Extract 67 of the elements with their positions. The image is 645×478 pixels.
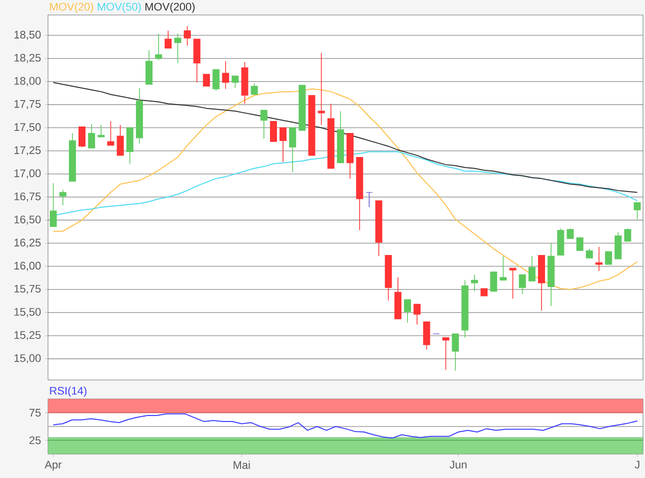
candlestick (586, 248, 593, 258)
candlestick (116, 124, 124, 156)
y-tick-label: 15,25 (14, 331, 41, 340)
text: RSI(14) (50, 386, 86, 397)
candlestick (471, 274, 478, 292)
candlestick (59, 189, 66, 206)
candlestick (318, 52, 325, 126)
candlestick (107, 120, 114, 146)
candlestick (50, 182, 57, 228)
y-tick-label: 18,50 (14, 30, 41, 40)
x-tick-label: Jun (450, 460, 466, 469)
y-tick-label: 75 (29, 408, 41, 417)
candlestick (78, 126, 86, 148)
candlestick (528, 256, 536, 282)
y-tick-label: 17,75 (14, 100, 41, 110)
candlestick (414, 304, 421, 325)
candlestick (280, 127, 287, 162)
y-tick-label: 17,25 (14, 146, 41, 156)
candlestick (500, 256, 507, 281)
y-tick-label: 16,75 (14, 192, 41, 202)
candlestick (576, 237, 584, 252)
candlestick (595, 246, 602, 272)
y-tick-label: 17,00 (14, 169, 41, 178)
y-tick-label: 18,25 (14, 54, 41, 63)
text: MOV(200) (145, 2, 195, 13)
candlestick (88, 124, 96, 148)
y-tick-label: 15,00 (14, 354, 41, 364)
candlestick (490, 271, 498, 292)
candlestick (423, 321, 430, 350)
y-tick-label: 15,75 (14, 284, 41, 294)
x-tick-label: Mai (234, 460, 250, 469)
candlestick (566, 228, 574, 240)
candlestick (202, 74, 210, 87)
y-tick-label: 16,50 (14, 216, 41, 225)
candlestick (212, 69, 220, 92)
y-tick-label: 18,00 (14, 76, 41, 86)
candlestick (174, 33, 182, 64)
candlestick (164, 30, 172, 49)
candlestick (155, 33, 162, 61)
candlestick (605, 251, 612, 265)
y-tick-label: 17,50 (14, 123, 41, 132)
candlestick (509, 268, 516, 300)
y-tick-label: 25 (29, 436, 41, 444)
candlestick (289, 127, 296, 172)
candlestick (232, 76, 239, 88)
candlestick (270, 120, 277, 142)
candlestick (624, 228, 632, 242)
y-tick-label: 16,00 (14, 262, 41, 271)
text: MOV(50) (98, 2, 141, 13)
candlestick (634, 202, 641, 220)
candlestick (614, 232, 622, 260)
candlestick (184, 26, 191, 46)
candlestick (366, 192, 373, 208)
candlestick (442, 337, 450, 370)
candlestick (452, 333, 459, 372)
x-tick-label: Apr (44, 460, 62, 471)
candlestick (250, 82, 258, 95)
candlestick (260, 110, 268, 140)
candlestick (404, 299, 411, 324)
candlestick (222, 60, 230, 90)
candlestick (146, 50, 153, 85)
text: MOV(20) (50, 2, 94, 13)
y-tick-label: 15,50 (14, 308, 41, 318)
y-tick-label: 16,25 (14, 238, 41, 248)
candlestick (98, 124, 105, 138)
x-tick-label: J (634, 460, 640, 469)
candlestick (518, 274, 526, 294)
